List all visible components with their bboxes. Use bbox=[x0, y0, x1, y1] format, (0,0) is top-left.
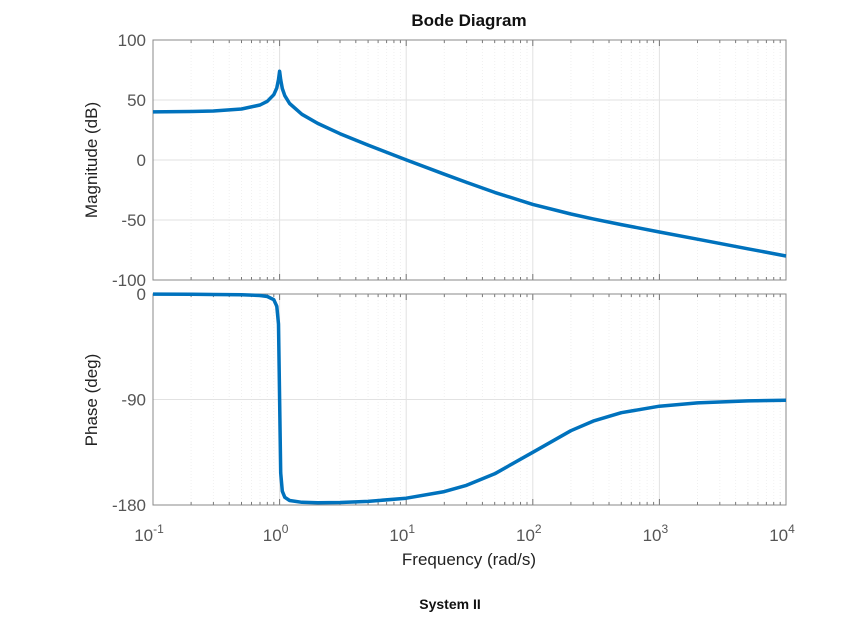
y-tick-label: -180 bbox=[112, 496, 146, 515]
x-tick-base: 10 bbox=[769, 526, 788, 545]
x-tick-exponent: 3 bbox=[662, 522, 669, 536]
y-tick-label: 0 bbox=[137, 285, 146, 304]
magnitude-axis-label: Magnitude (dB) bbox=[82, 102, 101, 218]
magnitude-series-line bbox=[152, 69, 787, 258]
x-tick-base: 10 bbox=[134, 526, 153, 545]
x-tick-label: 103 bbox=[643, 522, 669, 545]
x-axis-label: Frequency (rad/s) bbox=[402, 550, 536, 569]
chart-title: Bode Diagram bbox=[411, 11, 526, 30]
x-tick-label: 104 bbox=[769, 522, 795, 545]
magnitude-axes-box bbox=[152, 39, 787, 281]
x-tick-base: 10 bbox=[263, 526, 282, 545]
x-tick-exponent: 1 bbox=[408, 522, 415, 536]
y-tick-label: 50 bbox=[127, 91, 146, 110]
y-tick-label: 100 bbox=[118, 31, 146, 50]
phase-axes-box bbox=[152, 293, 787, 506]
x-tick-label: 101 bbox=[389, 522, 415, 545]
x-tick-exponent: -1 bbox=[153, 522, 164, 536]
phase-series-line bbox=[152, 292, 787, 505]
x-tick-base: 10 bbox=[389, 526, 408, 545]
x-tick-base: 10 bbox=[516, 526, 535, 545]
y-tick-label: -50 bbox=[121, 211, 146, 230]
x-tick-exponent: 0 bbox=[282, 522, 289, 536]
y-tick-label: 0 bbox=[137, 151, 146, 170]
x-tick-label: 10-1 bbox=[134, 522, 164, 545]
x-tick-exponent: 2 bbox=[535, 522, 542, 536]
phase-axis-label: Phase (deg) bbox=[82, 354, 101, 447]
x-tick-exponent: 4 bbox=[788, 522, 795, 536]
x-tick-base: 10 bbox=[643, 526, 662, 545]
chart-caption: System II bbox=[419, 596, 480, 612]
y-tick-label: -100 bbox=[112, 271, 146, 290]
x-tick-label: 102 bbox=[516, 522, 542, 545]
x-tick-label: 100 bbox=[263, 522, 289, 545]
y-tick-label: -90 bbox=[121, 391, 146, 410]
